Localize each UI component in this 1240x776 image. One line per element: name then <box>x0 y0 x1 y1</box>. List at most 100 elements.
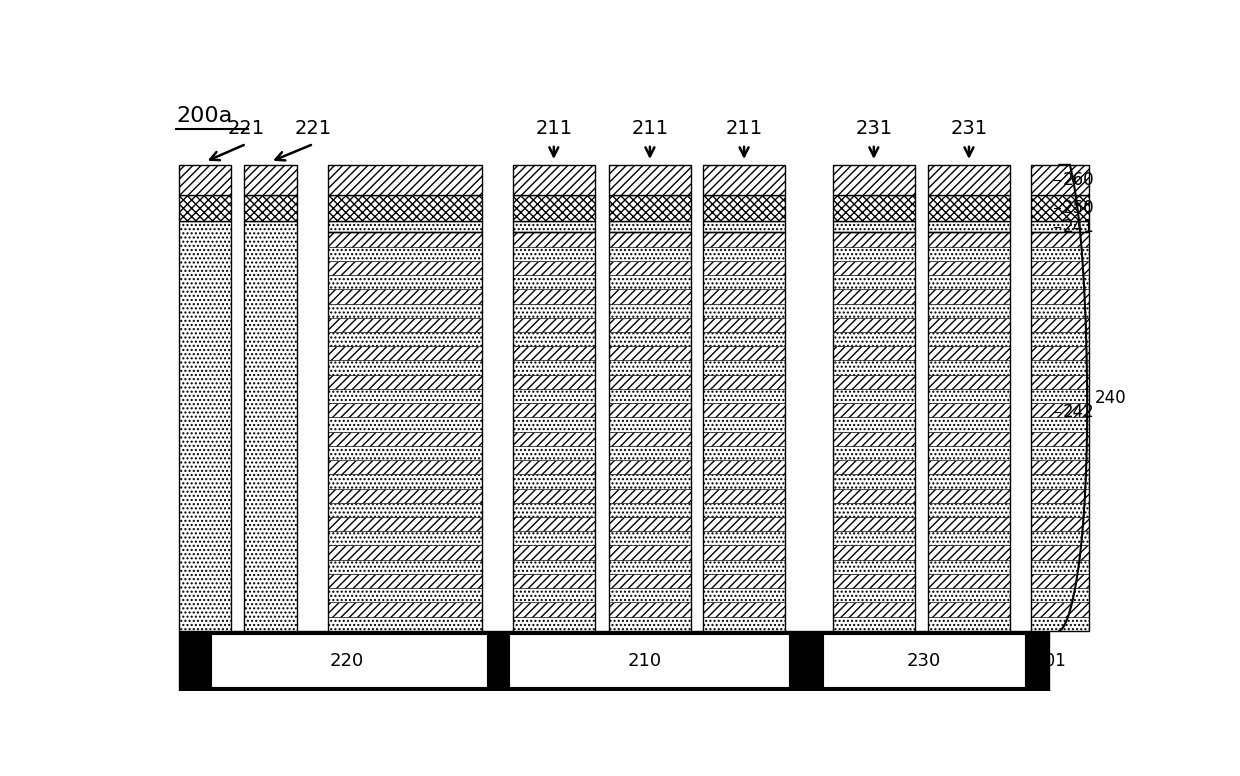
Bar <box>833 602 915 617</box>
Bar <box>928 460 1009 474</box>
Bar <box>833 404 915 417</box>
Bar <box>1032 574 1089 588</box>
Bar <box>703 617 785 631</box>
Text: 230: 230 <box>906 652 941 670</box>
Bar <box>513 559 595 574</box>
Bar <box>1032 361 1089 375</box>
Bar <box>513 446 595 460</box>
Bar <box>609 375 691 389</box>
Bar <box>1032 165 1089 195</box>
Bar <box>833 165 915 195</box>
Bar <box>928 232 1009 631</box>
Bar <box>1032 220 1089 232</box>
Bar <box>513 232 595 247</box>
Bar <box>928 346 1009 361</box>
Bar <box>928 303 1009 318</box>
Bar <box>928 261 1009 275</box>
Bar <box>833 303 915 318</box>
Bar <box>211 635 486 687</box>
Bar <box>327 404 481 417</box>
Bar <box>703 195 785 220</box>
Bar <box>327 474 481 489</box>
Bar <box>1032 588 1089 602</box>
Bar <box>327 431 481 446</box>
Bar <box>833 532 915 546</box>
Bar <box>703 232 785 247</box>
Bar <box>1032 559 1089 574</box>
Bar <box>609 165 691 195</box>
Bar <box>513 503 595 517</box>
Bar <box>703 346 785 361</box>
Bar <box>703 417 785 431</box>
Bar <box>703 318 785 332</box>
Bar <box>513 375 595 389</box>
Bar <box>513 617 595 631</box>
Bar <box>833 375 915 389</box>
Bar <box>327 503 481 517</box>
Bar <box>703 460 785 474</box>
Bar <box>1032 247 1089 261</box>
Bar <box>928 247 1009 261</box>
Bar <box>513 417 595 431</box>
Bar <box>1032 275 1089 289</box>
Bar <box>928 195 1009 220</box>
Text: 201: 201 <box>1034 652 1066 670</box>
Bar <box>327 375 481 389</box>
Bar <box>703 404 785 417</box>
Bar <box>928 602 1009 617</box>
Bar <box>703 289 785 303</box>
Bar <box>928 275 1009 289</box>
Bar <box>327 332 481 346</box>
Bar <box>327 232 481 631</box>
Bar <box>1032 617 1089 631</box>
Bar <box>513 232 595 631</box>
Bar <box>1032 417 1089 431</box>
Bar <box>703 431 785 446</box>
Bar <box>928 559 1009 574</box>
Bar <box>513 247 595 261</box>
Bar <box>928 431 1009 446</box>
Bar <box>327 220 481 232</box>
Bar <box>928 289 1009 303</box>
Bar <box>327 361 481 375</box>
Bar <box>1032 460 1089 474</box>
Bar <box>833 346 915 361</box>
Bar <box>327 559 481 574</box>
Bar <box>833 588 915 602</box>
Bar <box>609 517 691 532</box>
Bar <box>609 318 691 332</box>
Bar <box>1032 375 1089 389</box>
Bar <box>609 417 691 431</box>
Bar <box>833 617 915 631</box>
Bar <box>833 289 915 303</box>
Bar <box>833 318 915 332</box>
Text: 231: 231 <box>950 119 987 138</box>
Bar <box>327 165 481 195</box>
Bar <box>928 588 1009 602</box>
Bar <box>1032 431 1089 446</box>
Bar <box>609 588 691 602</box>
Bar <box>928 489 1009 503</box>
Bar <box>928 389 1009 404</box>
Bar <box>928 165 1009 195</box>
Bar <box>179 195 232 220</box>
Bar <box>928 474 1009 489</box>
Bar <box>703 361 785 375</box>
Bar <box>513 431 595 446</box>
Bar <box>833 546 915 559</box>
Bar <box>1032 232 1089 247</box>
Bar <box>327 318 481 332</box>
Bar <box>703 574 785 588</box>
Bar <box>833 232 915 247</box>
Bar <box>327 588 481 602</box>
Bar <box>703 588 785 602</box>
Bar <box>703 332 785 346</box>
Bar <box>513 489 595 503</box>
Bar <box>1032 318 1089 332</box>
Bar <box>513 261 595 275</box>
Bar <box>609 431 691 446</box>
Bar <box>703 559 785 574</box>
Bar <box>609 346 691 361</box>
Bar <box>327 247 481 261</box>
Bar <box>513 602 595 617</box>
